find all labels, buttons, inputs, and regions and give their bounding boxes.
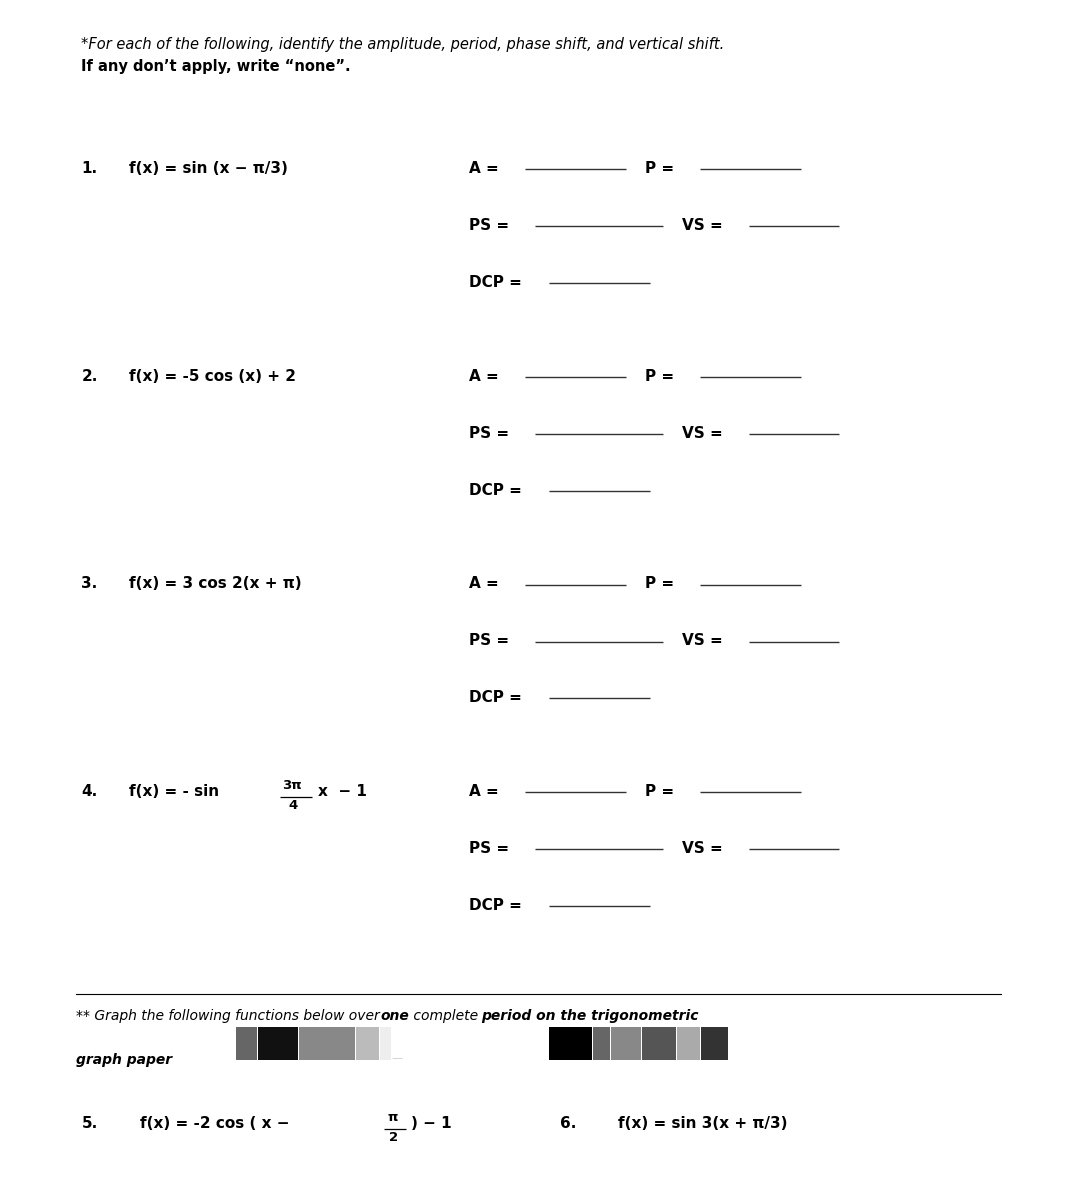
Bar	[549, 1027, 591, 1061]
Text: P =: P =	[645, 368, 674, 384]
Text: 2.: 2.	[82, 368, 98, 384]
Text: VS =: VS =	[682, 218, 723, 233]
Text: x  − 1: x − 1	[319, 784, 367, 799]
Text: A =: A =	[470, 576, 499, 592]
Text: PS =: PS =	[470, 634, 509, 648]
Bar	[380, 1027, 391, 1061]
Text: P =: P =	[645, 784, 674, 799]
Text: f(x) = sin 3(x + π/3): f(x) = sin 3(x + π/3)	[618, 1116, 787, 1130]
Text: DCP =: DCP =	[470, 898, 522, 913]
Text: 3π: 3π	[282, 779, 302, 792]
Text: ** Graph the following functions below over: ** Graph the following functions below o…	[76, 1009, 384, 1024]
Text: VS =: VS =	[682, 426, 723, 440]
Text: 6.: 6.	[560, 1116, 576, 1130]
Text: —: —	[392, 1054, 403, 1063]
Bar	[642, 1027, 675, 1061]
Text: 4.: 4.	[82, 784, 98, 799]
Text: graph paper: graph paper	[76, 1054, 172, 1067]
Text: VS =: VS =	[682, 634, 723, 648]
Text: A =: A =	[470, 161, 499, 176]
Text: 3.: 3.	[82, 576, 98, 592]
Text: If any don’t apply, write “none”.: If any don’t apply, write “none”.	[82, 59, 351, 74]
Text: DCP =: DCP =	[470, 275, 522, 290]
Text: A =: A =	[470, 784, 499, 799]
Text: PS =: PS =	[470, 426, 509, 440]
Text: f(x) = -2 cos ( x −: f(x) = -2 cos ( x −	[140, 1116, 295, 1130]
Text: VS =: VS =	[682, 841, 723, 856]
Text: DCP =: DCP =	[470, 482, 522, 498]
Bar	[592, 1027, 610, 1061]
Text: 2: 2	[389, 1132, 397, 1145]
Text: one: one	[380, 1009, 409, 1024]
Text: 1.: 1.	[82, 161, 98, 176]
Bar	[236, 1027, 256, 1061]
Text: P =: P =	[645, 161, 674, 176]
Bar	[355, 1027, 379, 1061]
Text: ) − 1: ) − 1	[411, 1116, 451, 1130]
Bar	[257, 1027, 298, 1061]
Text: π: π	[388, 1111, 397, 1124]
Text: PS =: PS =	[470, 841, 509, 856]
Text: f(x) = 3 cos 2(x + π): f(x) = 3 cos 2(x + π)	[129, 576, 302, 592]
Text: f(x) = sin (x − π/3): f(x) = sin (x − π/3)	[129, 161, 288, 176]
Bar	[676, 1027, 700, 1061]
Bar	[299, 1027, 354, 1061]
Text: 5.: 5.	[82, 1116, 98, 1130]
Text: PS =: PS =	[470, 218, 509, 233]
Text: period on the trigonometric: period on the trigonometric	[481, 1009, 699, 1024]
Text: P =: P =	[645, 576, 674, 592]
Text: *For each of the following, identify the amplitude, period, phase shift, and ver: *For each of the following, identify the…	[82, 36, 725, 52]
Text: DCP =: DCP =	[470, 690, 522, 706]
Text: complete: complete	[408, 1009, 482, 1024]
Text: f(x) = - sin: f(x) = - sin	[129, 784, 225, 799]
Bar	[611, 1027, 641, 1061]
Text: A =: A =	[470, 368, 499, 384]
Text: 4: 4	[289, 799, 298, 812]
Text: f(x) = -5 cos (x) + 2: f(x) = -5 cos (x) + 2	[129, 368, 296, 384]
Bar	[701, 1027, 728, 1061]
